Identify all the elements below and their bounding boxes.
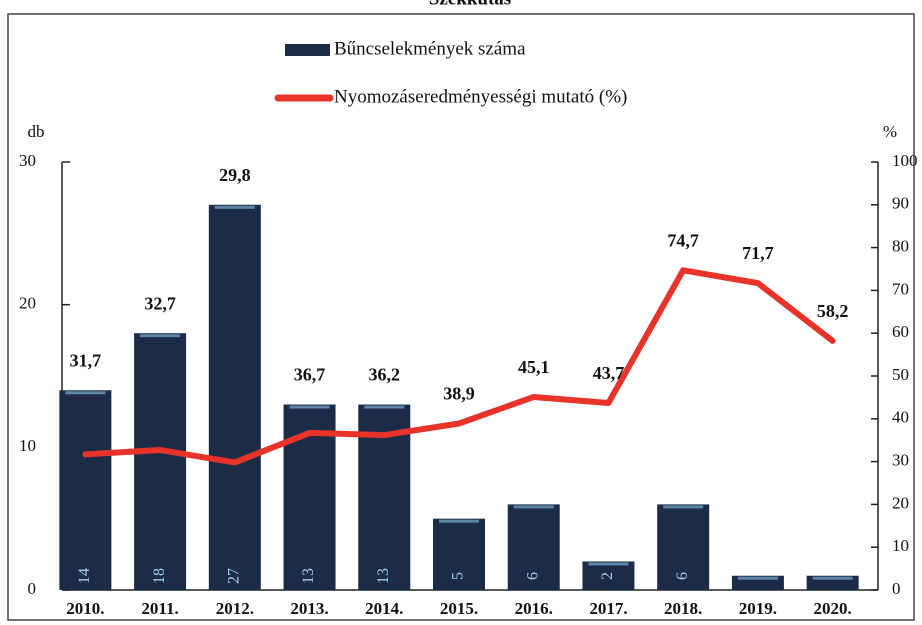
x-tick-label: 2017. <box>589 599 627 618</box>
y2-tick-label: 80 <box>892 237 909 256</box>
bar <box>59 390 112 590</box>
bar-highlight <box>588 562 629 566</box>
bar-highlight <box>737 576 778 580</box>
bar-highlight <box>289 405 330 409</box>
bar-highlight <box>513 505 554 509</box>
line-value-label: 71,7 <box>742 243 774 263</box>
bar-value-label: 13 <box>375 568 392 584</box>
y2-tick-label: 50 <box>892 365 909 384</box>
y2-tick-label: 100 <box>892 151 918 170</box>
bar-value-label: 6 <box>524 572 541 580</box>
y2-axis-label: % <box>883 122 897 141</box>
bar-value-label: 18 <box>151 568 168 584</box>
line-value-label: 29,8 <box>219 165 251 185</box>
legend-label: Nyomozáseredményességi mutató (%) <box>334 86 627 107</box>
bar-value-label: 14 <box>76 568 93 584</box>
bar-value-label: 5 <box>450 572 467 580</box>
bar-value-label: 27 <box>225 568 242 584</box>
line-value-label: 32,7 <box>144 293 176 313</box>
y2-tick-label: 30 <box>892 451 909 470</box>
line-value-label: 45,1 <box>518 357 550 377</box>
bar <box>433 518 485 590</box>
chart-title: Szekkutas <box>429 0 511 9</box>
line-value-label: 31,7 <box>70 350 102 370</box>
y2-tick-label: 70 <box>892 279 909 298</box>
bar-value-label: 6 <box>674 572 691 580</box>
bar-highlight <box>214 205 255 209</box>
bar-highlight <box>439 519 479 523</box>
y2-tick-label: 40 <box>892 408 909 427</box>
legend-label: Bűncselekmények száma <box>334 38 526 59</box>
bar-highlight <box>65 391 106 395</box>
line-series <box>82 267 836 466</box>
line-value-label: 74,7 <box>667 230 699 250</box>
bar <box>134 333 187 590</box>
x-tick-label: 2015. <box>440 599 478 618</box>
bar-highlight <box>812 576 853 580</box>
y2-tick-label: 10 <box>892 536 909 555</box>
bar-value-label: 13 <box>300 568 317 584</box>
bar <box>582 561 635 590</box>
y2-tick-label: 90 <box>892 194 909 213</box>
x-tick-label: 2011. <box>141 599 178 618</box>
line-value-label: 43,7 <box>593 363 625 383</box>
x-tick-label: 2018. <box>664 599 702 618</box>
y2-tick-label: 60 <box>892 322 909 341</box>
y2-tick-label: 20 <box>892 493 909 512</box>
y-tick-label: 30 <box>19 151 36 170</box>
bar <box>507 504 560 590</box>
x-tick-label: 2016. <box>515 599 553 618</box>
bar-highlight <box>140 334 181 338</box>
y-tick-label: 0 <box>28 579 37 598</box>
bar <box>208 204 261 591</box>
bar-highlight <box>663 505 704 509</box>
bar <box>657 504 710 590</box>
x-tick-label: 2012. <box>216 599 254 618</box>
y2-tick-label: 0 <box>892 579 901 598</box>
legend-swatch <box>285 44 330 56</box>
y-tick-label: 20 <box>19 294 36 313</box>
x-tick-label: 2020. <box>814 599 852 618</box>
y-tick-label: 10 <box>19 436 36 455</box>
bar-highlight <box>364 405 405 409</box>
line-value-label: 58,2 <box>817 301 849 321</box>
y-axis-label: db <box>28 122 45 141</box>
line-value-label: 38,9 <box>443 384 475 404</box>
line-value-label: 36,7 <box>294 365 326 385</box>
x-tick-label: 2010. <box>66 599 104 618</box>
line-value-label: 36,2 <box>369 365 401 385</box>
x-tick-label: 2013. <box>290 599 328 618</box>
x-tick-label: 2014. <box>365 599 403 618</box>
bar-value-label: 2 <box>599 572 616 580</box>
x-tick-label: 2019. <box>739 599 777 618</box>
